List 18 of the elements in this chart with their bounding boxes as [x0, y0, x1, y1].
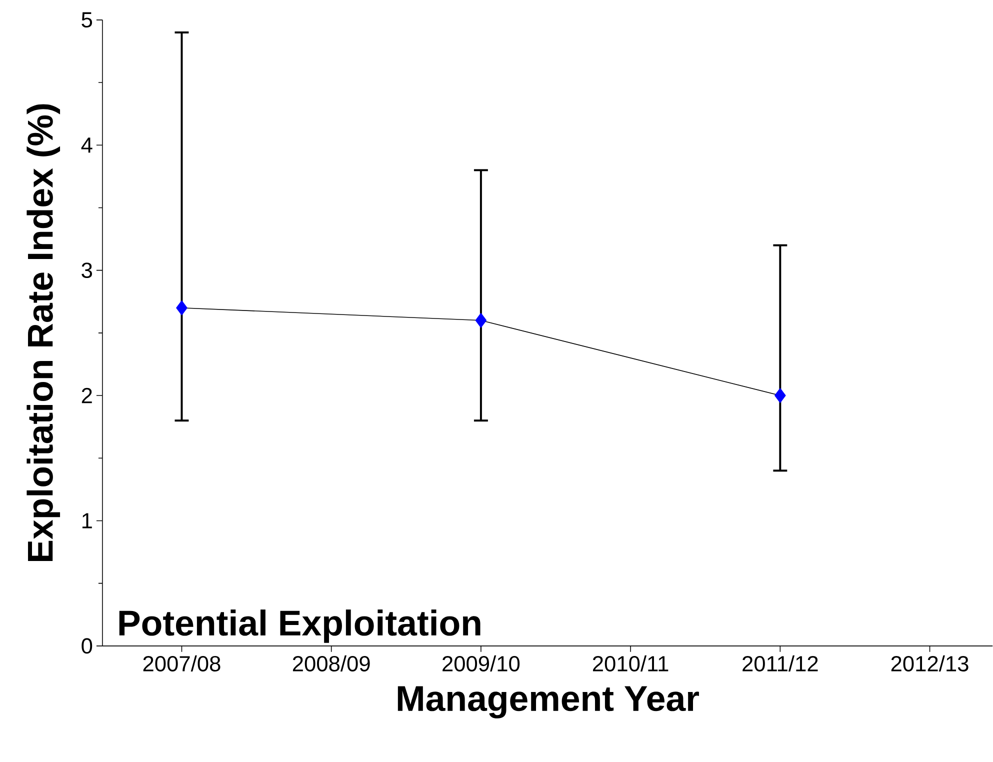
annotation: Potential Exploitation — [119, 610, 480, 644]
y-axis-title: Exploitation Rate Index (%) — [26, 104, 60, 562]
x-axis-title: Management Year — [398, 686, 699, 719]
x-tick-label: 2011/12 — [742, 656, 818, 672]
y-tick-label: 5 — [82, 12, 92, 28]
x-tick-label: 2008/09 — [292, 656, 370, 672]
y-tick-label: 0 — [82, 638, 92, 654]
y-tick-label: 3 — [82, 262, 92, 278]
y-tick-label: 4 — [81, 138, 92, 153]
y-tick-label: 1 — [82, 513, 92, 528]
y-tick-label: 2 — [82, 388, 92, 404]
x-tick-label: 2010/11 — [592, 656, 668, 672]
point — [176, 300, 188, 316]
x-tick-label: 2007/08 — [143, 656, 220, 672]
point — [475, 313, 487, 328]
x-tick-label: 2009/10 — [442, 656, 520, 672]
x-tick-label: 2012/13 — [891, 656, 968, 672]
point — [774, 388, 786, 404]
